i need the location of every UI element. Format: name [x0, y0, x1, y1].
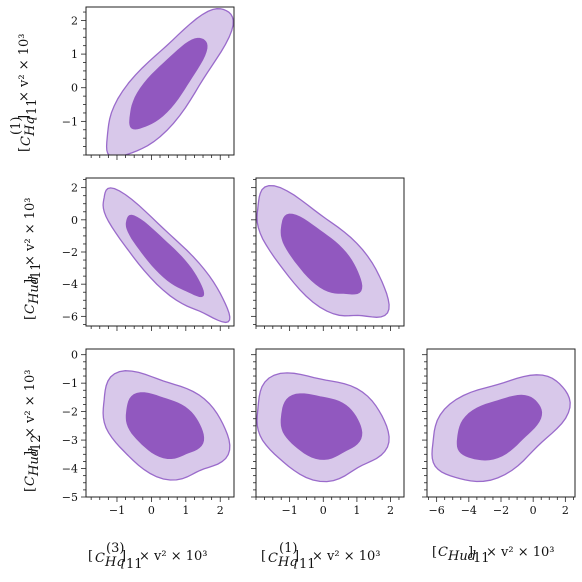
x-tick-label: 0	[530, 504, 537, 517]
svg-text:[: [	[23, 487, 38, 492]
svg-text:C: C	[19, 136, 34, 146]
svg-text:[: [	[17, 147, 32, 152]
contour-68	[129, 37, 208, 130]
svg-text:(1): (1)	[9, 117, 24, 135]
svg-text:]: ]	[121, 549, 126, 564]
ylabel-chud11: [ C Hud ] 11 × v² × 10³	[23, 198, 44, 321]
panel-CHq3_11-CHq1_11	[81, 6, 235, 160]
svg-text:× v² × 10³: × v² × 10³	[312, 549, 381, 564]
svg-text:11: 11	[29, 262, 44, 279]
y-tick-label: −4	[62, 463, 78, 476]
svg-text:C: C	[438, 545, 448, 560]
contour-68	[280, 393, 363, 460]
x-tick-label: −6	[429, 504, 445, 517]
x-tick-label: −2	[493, 504, 509, 517]
y-tick-label: 1	[71, 48, 78, 61]
y-tick-label: 2	[71, 182, 78, 195]
svg-text:C: C	[268, 551, 278, 566]
y-tick-label: −2	[62, 246, 78, 259]
x-tick-label: 1	[353, 504, 360, 517]
contour-68	[456, 394, 543, 461]
svg-text:× v² × 10³: × v² × 10³	[139, 549, 208, 564]
svg-text:(1): (1)	[279, 541, 297, 556]
svg-text:11: 11	[473, 551, 490, 566]
svg-text:Hud: Hud	[27, 276, 42, 305]
ylabel-chq1: [ C Hq (1) ] 11 × v² × 10³	[9, 34, 40, 153]
y-tick-label: −5	[62, 491, 78, 504]
y-tick-label: −1	[62, 115, 78, 128]
svg-text:C: C	[95, 551, 105, 566]
y-tick-label: 0	[71, 82, 78, 95]
y-tick-label: −3	[62, 434, 78, 447]
svg-text:]: ]	[468, 545, 473, 560]
svg-text:Hq: Hq	[104, 555, 125, 570]
x-tick-label: −4	[461, 504, 477, 517]
svg-text:11: 11	[126, 557, 143, 572]
svg-text:Hq: Hq	[23, 116, 38, 137]
svg-text:× v² × 10³: × v² × 10³	[17, 34, 32, 103]
x-tick-label: −1	[109, 504, 125, 517]
svg-text:[: [	[261, 549, 266, 564]
svg-text:[: [	[23, 315, 38, 320]
y-tick-label: −1	[62, 377, 78, 390]
svg-text:]: ]	[23, 279, 38, 284]
x-tick-label: 1	[182, 504, 189, 517]
svg-text:11: 11	[299, 557, 316, 572]
ylabel-chud12: [ C Hud ] 12 × v² × 10³	[23, 370, 44, 493]
svg-text:C: C	[23, 476, 38, 486]
panel-CHq3_11-CHud_11	[81, 177, 235, 331]
svg-text:12: 12	[29, 434, 44, 451]
svg-text:]: ]	[17, 115, 32, 120]
contour-panels: −1 0 1 2 −6 −4 −2 0 2 −5 −4 −3 −2 −1 0 −1 0 1 2 −1 0 1 2 −6 −4 −2…	[62, 6, 576, 517]
panel-CHq1_11-CHud_11	[251, 177, 405, 331]
y-tick-label: 2	[71, 14, 78, 27]
x-tick-label: 0	[148, 504, 155, 517]
svg-text:C: C	[23, 304, 38, 314]
xlabel-chq1: [ C Hq (1) ] 11 × v² × 10³	[261, 541, 381, 572]
svg-text:× v² × 10³: × v² × 10³	[486, 545, 555, 560]
x-tick-label: 2	[217, 504, 224, 517]
x-tick-label: 0	[320, 504, 327, 517]
contour-68	[280, 213, 363, 295]
panel-frame	[255, 348, 405, 498]
svg-text:Hq: Hq	[277, 555, 298, 570]
y-tick-label: −6	[62, 310, 78, 323]
x-tick-label: 2	[387, 504, 394, 517]
svg-text:[: [	[88, 549, 93, 564]
xlabel-chud11: [ C Hud ] 11 × v² × 10³	[432, 545, 555, 566]
contour-68	[125, 392, 205, 459]
svg-text:Hud: Hud	[27, 448, 42, 477]
svg-text:× v² × 10³: × v² × 10³	[23, 370, 38, 439]
panel-CHud_11-CHud_12	[422, 348, 576, 502]
panel-CHq3_11-CHud_12	[81, 348, 235, 502]
y-tick-label: 0	[71, 214, 78, 227]
y-tick-label: −4	[62, 278, 78, 291]
y-tick-label: −2	[62, 406, 78, 419]
svg-text:11: 11	[25, 98, 40, 115]
x-tick-label: 2	[562, 504, 569, 517]
x-tick-label: −1	[282, 504, 298, 517]
xlabel-chq3: [ C Hq (3) ] 11 × v² × 10³	[88, 541, 208, 572]
contour-68	[125, 214, 205, 298]
svg-text:[: [	[432, 545, 437, 560]
svg-text:]: ]	[294, 549, 299, 564]
svg-text:]: ]	[23, 451, 38, 456]
svg-text:(3): (3)	[106, 541, 124, 556]
svg-text:Hud: Hud	[447, 549, 476, 564]
panel-CHq1_11-CHud_12	[251, 348, 405, 502]
y-tick-label: 0	[71, 349, 78, 362]
svg-text:× v² × 10³: × v² × 10³	[23, 198, 38, 267]
